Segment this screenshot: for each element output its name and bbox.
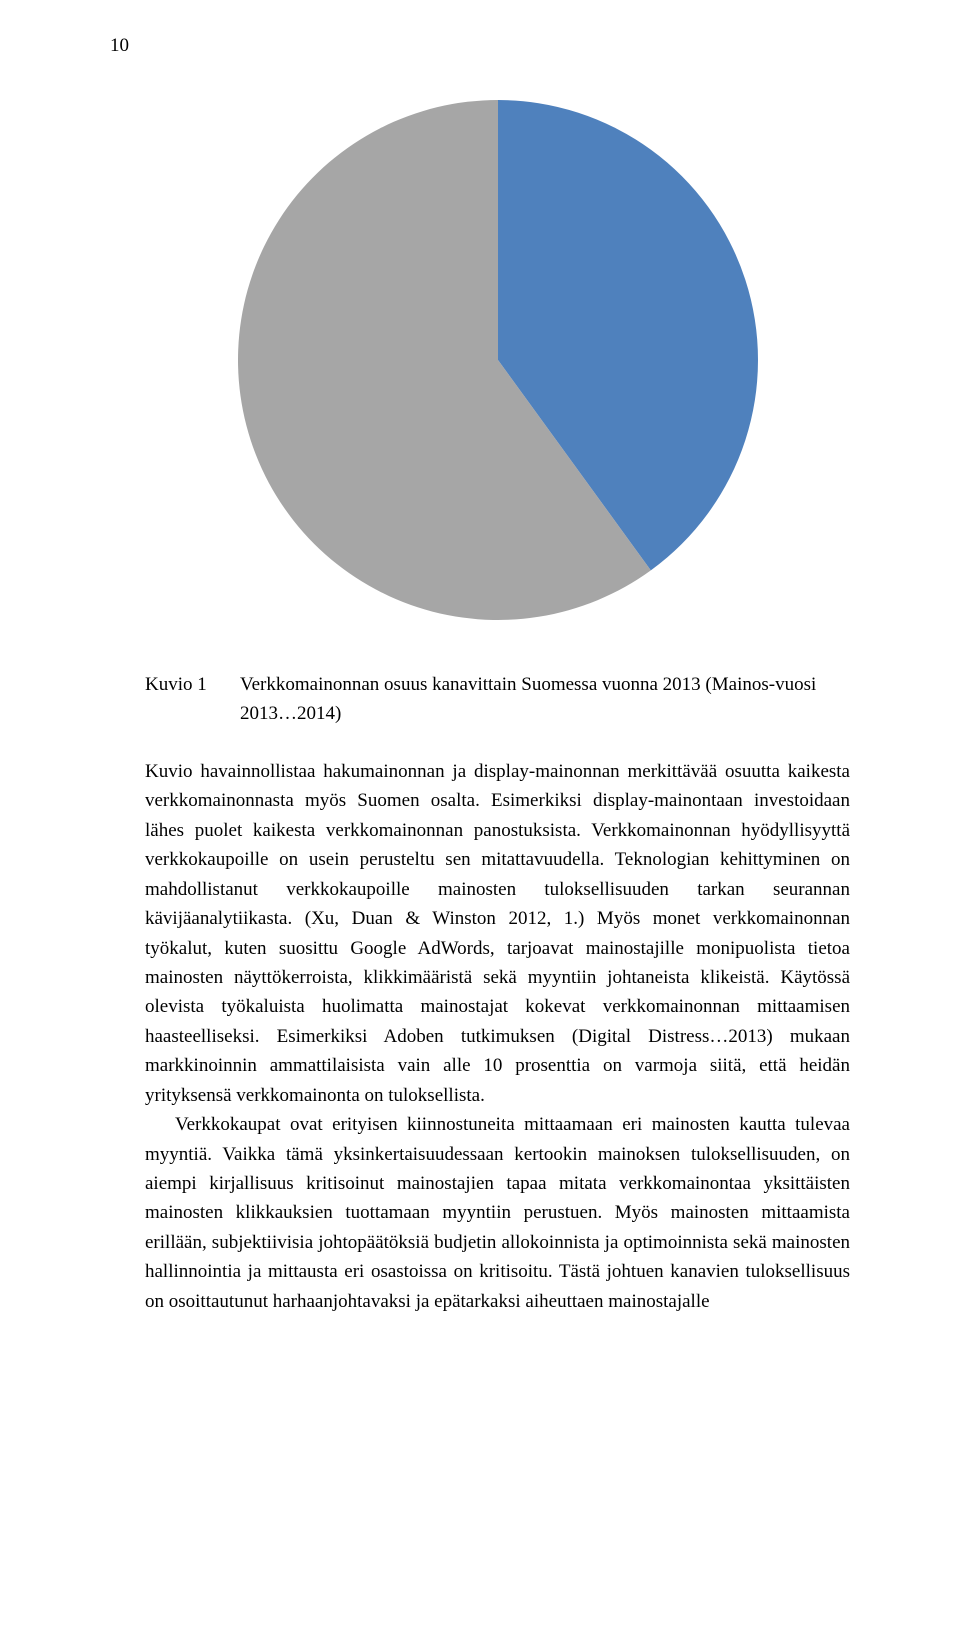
figure-caption-text: Verkkomainonnan osuus kanavittain Suomes… (240, 670, 850, 729)
page-number: 10 (110, 35, 129, 57)
figure-caption-label: Kuvio 1 (145, 670, 240, 699)
figure-caption: Kuvio 1 Verkkomainonnan osuus kanavittai… (145, 670, 850, 729)
paragraph-1: Kuvio havainnollistaa hakumainonnan ja d… (145, 757, 850, 1110)
paragraph-2: Verkkokaupat ovat erityisen kiinnostunei… (145, 1110, 850, 1316)
pie-chart (238, 100, 758, 620)
body-text: Kuvio havainnollistaa hakumainonnan ja d… (145, 757, 850, 1316)
pie-chart-container (145, 100, 850, 620)
